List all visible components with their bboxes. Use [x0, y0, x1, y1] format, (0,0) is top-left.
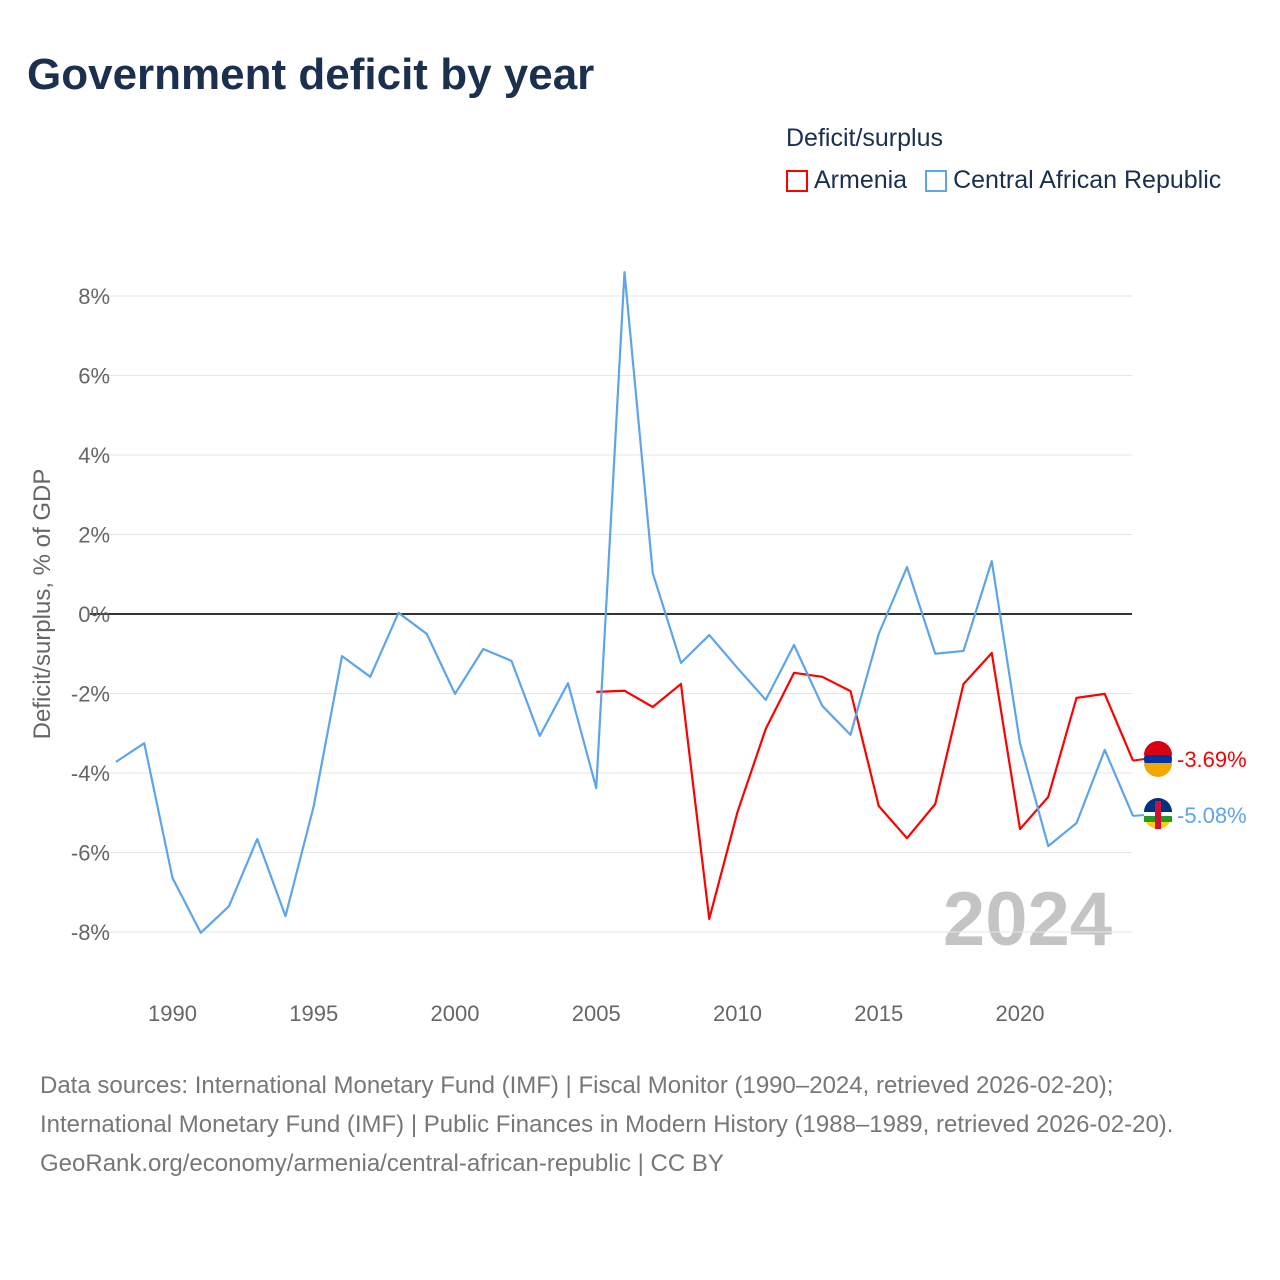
end-connector: [1132, 814, 1146, 817]
x-tick-label: 2000: [431, 1001, 480, 1026]
legend-swatch: [786, 169, 808, 192]
flag-red-stripe: [1155, 801, 1161, 829]
y-tick-label: -8%: [71, 920, 110, 945]
y-tick-label: -4%: [71, 761, 110, 786]
y-tick-label: 8%: [78, 284, 110, 309]
x-tick-label: 2020: [996, 1001, 1045, 1026]
x-tick-label: 2010: [713, 1001, 762, 1026]
legend-label: Central African Republic: [953, 166, 1222, 194]
y-axis-label: Deficit/surplus, % of GDP: [29, 469, 56, 740]
y-tick-label: 6%: [78, 364, 110, 389]
y-tick-label: 4%: [78, 443, 110, 468]
y-tick-label: -6%: [71, 841, 110, 866]
flag-red-band: [1144, 741, 1172, 755]
year-watermark: 2024: [943, 877, 1112, 962]
page-title: Government deficit by year: [27, 50, 595, 99]
y-tick-label: 0%: [78, 602, 110, 627]
legend-item-armenia[interactable]: Armenia: [786, 166, 907, 195]
flag-orange-band: [1144, 763, 1172, 777]
series-line-armenia: [596, 651, 1135, 920]
end-value-label: -5.08%: [1177, 803, 1247, 828]
y-tick-label: 2%: [78, 523, 110, 548]
legend: Armenia Central African Republic: [786, 166, 1221, 195]
x-tick-label: 1990: [148, 1001, 197, 1026]
legend-item-car[interactable]: Central African Republic: [925, 166, 1221, 195]
x-tick-label: 2015: [854, 1001, 903, 1026]
x-tick-label: 2005: [572, 1001, 621, 1026]
source-link[interactable]: GeoRank.org/economy/armenia/central-afri…: [40, 1150, 724, 1177]
legend-label: Armenia: [814, 166, 908, 194]
footer: Data sources: International Monetary Fun…: [40, 1066, 1240, 1183]
y-tick-label: -2%: [71, 682, 110, 707]
legend-swatch: [925, 169, 948, 192]
data-sources: Data sources: International Monetary Fun…: [40, 1072, 1174, 1138]
end-connector: [1132, 758, 1146, 762]
end-value-label: -3.69%: [1177, 747, 1247, 772]
legend-title: Deficit/surplus: [786, 124, 943, 152]
x-tick-label: 1995: [289, 1001, 338, 1026]
series-line-car: [115, 271, 1135, 934]
